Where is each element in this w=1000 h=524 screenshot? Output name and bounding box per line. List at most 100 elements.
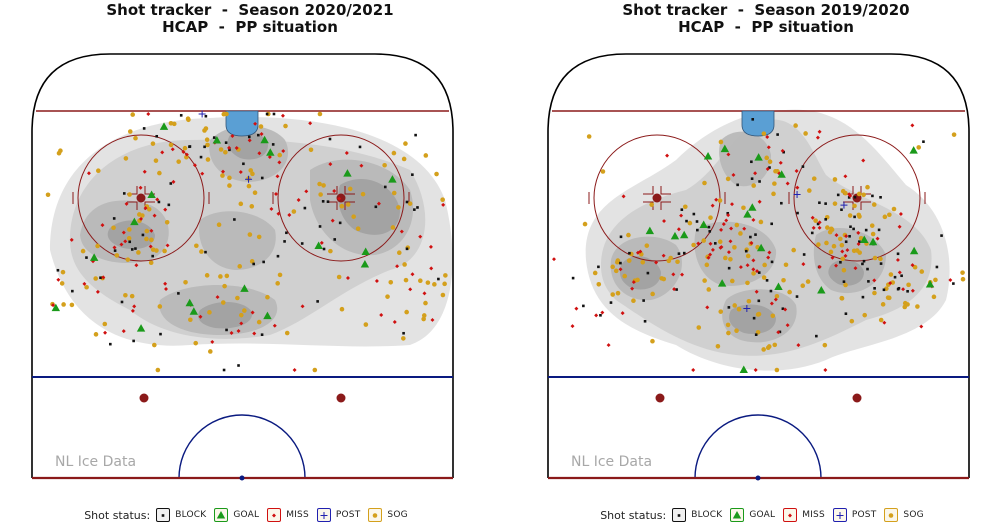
block-marker <box>120 300 124 304</box>
sog-marker <box>615 258 621 263</box>
sog-marker <box>203 126 209 131</box>
sog-marker <box>596 282 602 287</box>
sog-marker <box>666 258 672 264</box>
sog-marker <box>732 245 737 250</box>
sog-marker <box>227 175 232 181</box>
miss-marker <box>56 277 61 282</box>
miss-marker <box>221 169 225 174</box>
sog-marker <box>813 218 818 223</box>
sog-marker <box>649 202 654 207</box>
sog-marker <box>843 282 848 288</box>
block-marker <box>685 219 688 223</box>
goal-marker <box>159 122 169 130</box>
sog-marker <box>401 156 407 162</box>
goal-marker <box>925 279 935 288</box>
miss-marker <box>731 172 736 177</box>
sog-marker <box>216 222 222 228</box>
miss-marker <box>672 287 677 292</box>
block-marker <box>374 205 378 209</box>
sog-marker <box>725 176 731 182</box>
goal-marker <box>679 230 689 239</box>
miss-marker <box>729 226 734 231</box>
sog-marker <box>682 204 688 210</box>
miss-marker <box>817 129 822 134</box>
sog-marker <box>586 134 592 139</box>
block-marker <box>879 262 883 265</box>
sog-marker <box>277 272 283 278</box>
goal-marker <box>703 152 713 160</box>
legend-item-sog: SOG <box>368 508 408 522</box>
miss-marker <box>152 213 157 218</box>
goal-marker <box>909 246 919 255</box>
block-marker <box>599 313 602 317</box>
post-marker <box>320 512 328 519</box>
sog-marker <box>702 278 707 283</box>
goal-marker <box>739 365 748 373</box>
sog-marker <box>336 274 342 280</box>
sog-marker <box>622 273 628 279</box>
miss-marker <box>767 250 772 255</box>
block-marker <box>212 136 216 139</box>
sog-marker <box>960 270 965 275</box>
sog-marker <box>252 190 258 196</box>
sog-marker <box>878 256 883 262</box>
sog-marker <box>317 111 323 117</box>
goal-marker <box>720 144 730 153</box>
miss-marker <box>726 250 731 255</box>
block-marker <box>782 150 785 154</box>
sog-marker <box>218 147 224 152</box>
faceoff-circle-left <box>588 134 726 262</box>
goal-marker <box>909 146 918 154</box>
sog-marker <box>772 181 777 186</box>
sog-marker <box>761 347 766 352</box>
sog-marker <box>811 176 817 181</box>
goal-marker <box>645 226 655 235</box>
sog-marker <box>127 129 133 134</box>
faceoff-circle-right <box>272 134 410 262</box>
block-marker <box>727 306 731 309</box>
sog-marker <box>432 282 437 287</box>
block-marker <box>276 254 280 258</box>
block-marker <box>262 260 265 264</box>
sog-marker <box>443 273 448 278</box>
sog-marker <box>237 264 243 269</box>
sog-marker <box>856 191 862 197</box>
block-marker <box>167 203 171 207</box>
sog-marker <box>390 225 396 230</box>
miss-icon <box>783 508 798 522</box>
sog-marker <box>93 276 98 281</box>
sog-marker <box>840 188 846 194</box>
block-marker <box>861 262 864 266</box>
block-marker <box>411 173 414 176</box>
sog-marker <box>153 158 159 163</box>
sog-marker <box>308 147 314 153</box>
legend-label: Shot status: <box>600 508 667 522</box>
sog-marker <box>644 243 650 248</box>
miss-marker <box>112 245 117 250</box>
sog-marker <box>250 171 255 177</box>
sog-marker <box>208 349 213 354</box>
block-marker <box>853 195 857 199</box>
sog-marker <box>176 159 181 164</box>
sog-marker <box>718 309 724 314</box>
post-icon <box>832 508 847 522</box>
miss-marker <box>230 134 235 138</box>
sog-marker <box>423 153 429 158</box>
block-marker <box>692 212 696 216</box>
block-marker <box>285 231 288 235</box>
block-marker <box>871 194 874 198</box>
goal-marker <box>774 282 783 290</box>
legend-items: BLOCK GOAL MISS POST SOG <box>672 508 932 522</box>
sog-marker <box>615 290 621 296</box>
block-marker <box>769 289 773 293</box>
sog-marker <box>767 159 773 165</box>
miss-marker <box>662 219 667 224</box>
block-marker <box>848 234 851 238</box>
block-marker <box>242 162 245 166</box>
block-marker <box>864 228 868 232</box>
block-marker <box>303 206 307 210</box>
block-icon <box>672 508 687 522</box>
miss-marker <box>719 227 724 232</box>
sog-marker <box>144 236 149 242</box>
block-marker <box>749 235 752 239</box>
